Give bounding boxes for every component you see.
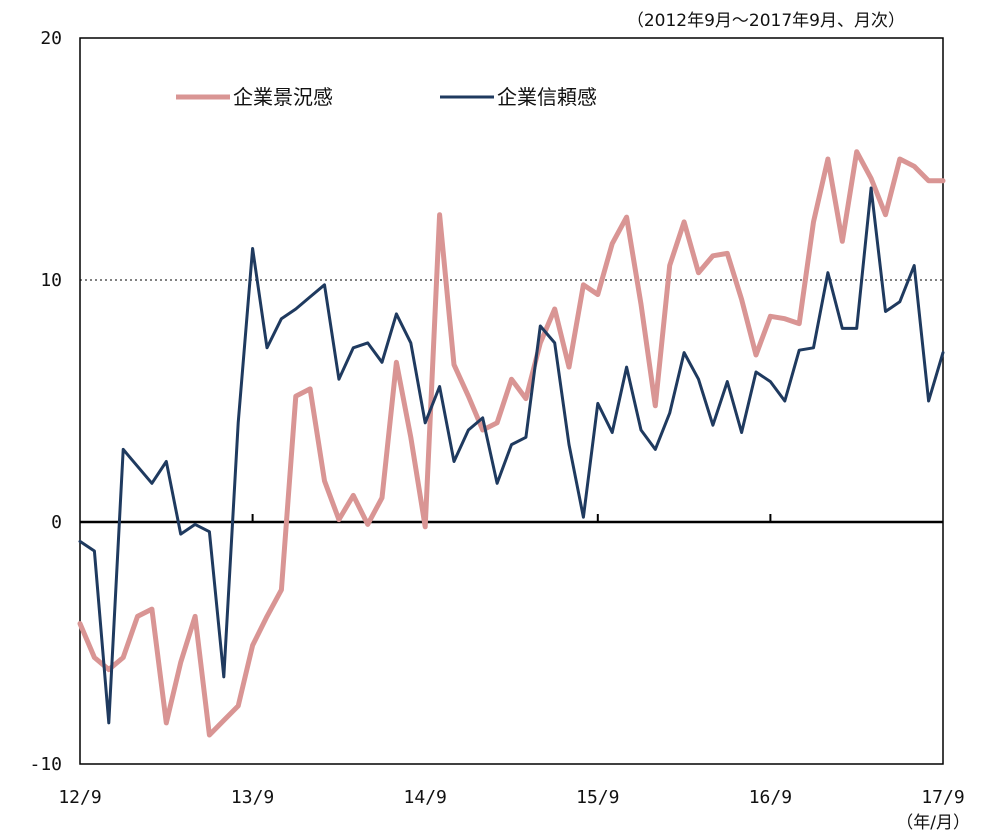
x-axis-unit-label: （年/月） <box>896 813 970 833</box>
y-tick-label: -10 <box>29 754 62 775</box>
legend: 企業景況感 企業信頼感 <box>176 85 597 109</box>
series-line-1 <box>77 149 946 738</box>
x-tick-label: 12/9 <box>58 787 101 808</box>
legend-label-series-1: 企業景況感 <box>233 85 333 109</box>
chart-subtitle: （2012年9月～2017年9月、月次） <box>627 11 905 31</box>
series-line-2 <box>78 186 945 725</box>
y-tick-label: 10 <box>40 270 62 291</box>
x-tick-label: 16/9 <box>749 787 792 808</box>
series-layer <box>77 149 946 738</box>
legend-label-series-2: 企業信頼感 <box>497 85 597 109</box>
y-tick-label: 0 <box>51 512 62 533</box>
x-tick-label: 17/9 <box>921 787 964 808</box>
x-tick-label: 14/9 <box>404 787 447 808</box>
x-tick-label: 13/9 <box>231 787 274 808</box>
y-tick-label: 20 <box>40 28 62 49</box>
label-layer: 12/9 13/9 14/9 15/9 16/9 17/9 -10 0 10 20 <box>29 28 964 808</box>
x-tick-label: 15/9 <box>576 787 619 808</box>
plot-area <box>79 37 944 765</box>
